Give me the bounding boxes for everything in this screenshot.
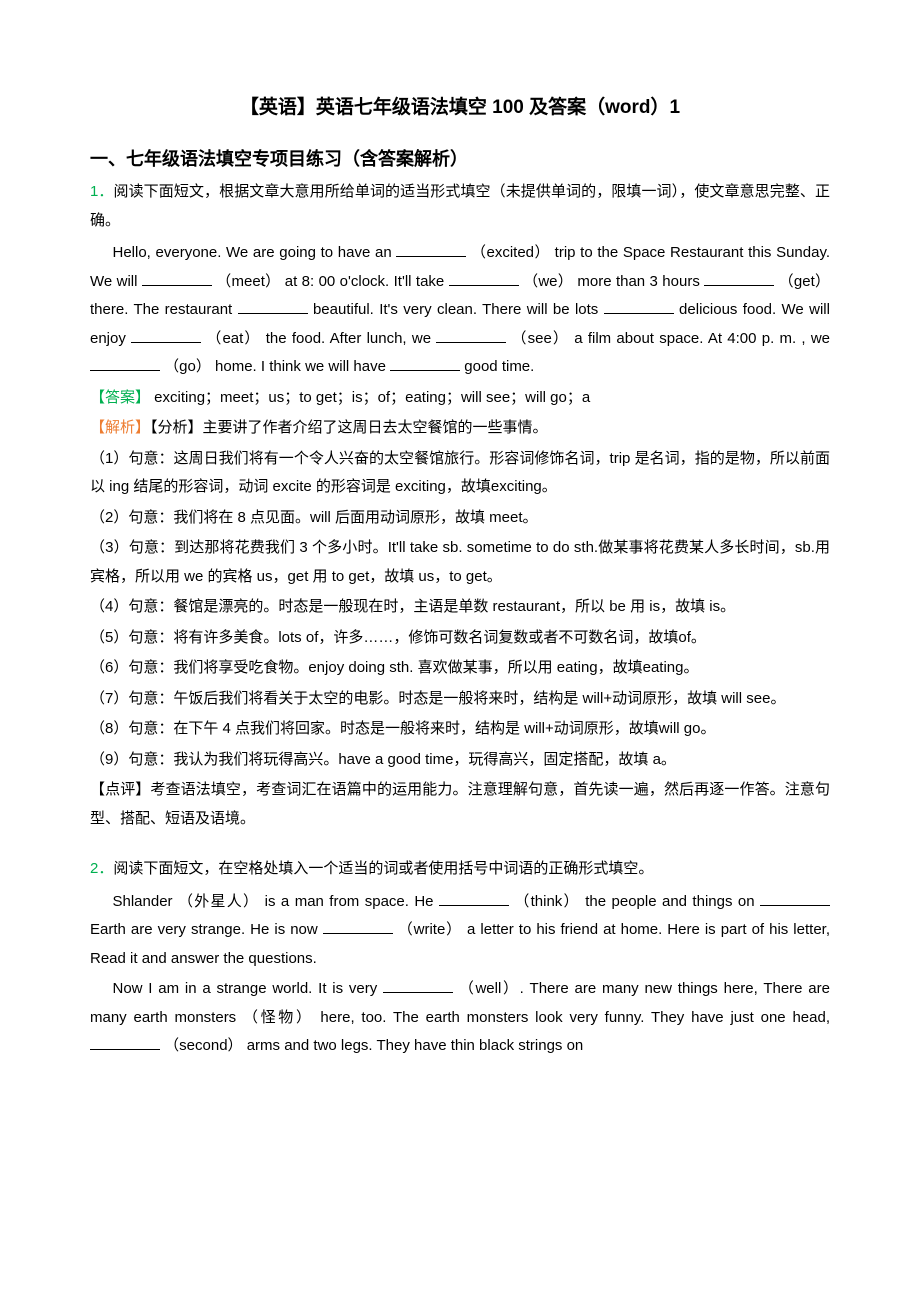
analysis-intro-text: 【分析】主要讲了作者介绍了这周日去太空餐馆的一些事情。 bbox=[150, 419, 548, 436]
q2-blank-2 bbox=[760, 891, 830, 906]
q2-intro: 2．阅读下面短文，在空格处填入一个适当的词或者使用括号中词语的正确形式填空。 bbox=[90, 855, 830, 884]
q1-text-6: beautiful. It's very clean. There will b… bbox=[308, 301, 604, 318]
q2-text-2: （think） the people and things on bbox=[509, 893, 760, 910]
q1-item-3: （3）句意：到达那将花费我们 3 个多小时。It'll take sb. som… bbox=[90, 534, 830, 591]
q1-text-1: Hello, everyone. We are going to have an bbox=[113, 244, 397, 261]
q1-intro-text: 阅读下面短文，根据文章大意用所给单词的适当形式填空（未提供单词的，限填一词），使… bbox=[90, 183, 830, 229]
q2-blank-5 bbox=[90, 1035, 160, 1050]
section-heading: 一、七年级语法填空专项目练习（含答案解析） bbox=[90, 142, 830, 176]
q1-text-4: （we） more than 3 hours bbox=[519, 273, 705, 290]
blank-1 bbox=[396, 242, 466, 257]
blank-8 bbox=[436, 328, 506, 343]
q1-item-7: （7）句意：午饭后我们将看关于太空的电影。时态是一般将来时，结构是 will+动… bbox=[90, 685, 830, 714]
blank-7 bbox=[131, 328, 201, 343]
q1-number: 1． bbox=[90, 183, 114, 200]
q1-analysis-intro: 【解析】【分析】主要讲了作者介绍了这周日去太空餐馆的一些事情。 bbox=[90, 414, 830, 443]
answer-text: exciting；meet；us；to get；is；of；eating；wil… bbox=[150, 389, 590, 406]
q1-text-10: （go） home. I think we will have bbox=[160, 358, 390, 375]
blank-4 bbox=[704, 271, 774, 286]
q1-text-8: （eat） the food. After lunch, we bbox=[201, 330, 436, 347]
q1-text-9: （see） a film about space. At 4:00 p. m. … bbox=[506, 330, 830, 347]
q2-passage-2: Now I am in a strange world. It is very … bbox=[90, 975, 830, 1061]
q1-item-1: （1）句意：这周日我们将有一个令人兴奋的太空餐馆旅行。形容词修饰名词，trip … bbox=[90, 445, 830, 502]
q2-number: 2． bbox=[90, 860, 113, 877]
blank-3 bbox=[449, 271, 519, 286]
q1-intro: 1．阅读下面短文，根据文章大意用所给单词的适当形式填空（未提供单词的，限填一词）… bbox=[90, 178, 830, 235]
q1-item-6: （6）句意：我们将享受吃食物。enjoy doing sth. 喜欢做某事，所以… bbox=[90, 654, 830, 683]
answer-label: 【答案】 bbox=[90, 389, 150, 406]
q2-blank-1 bbox=[439, 891, 509, 906]
page-title: 【英语】英语七年级语法填空 100 及答案（word）1 bbox=[90, 90, 830, 126]
analysis-label: 【解析】 bbox=[90, 419, 150, 436]
q1-text-3: （meet） at 8: 00 o'clock. It'll take bbox=[212, 273, 449, 290]
q1-passage: Hello, everyone. We are going to have an… bbox=[90, 239, 830, 382]
blank-5 bbox=[238, 299, 308, 314]
q1-answer: 【答案】 exciting；meet；us；to get；is；of；eatin… bbox=[90, 384, 830, 413]
q1-item-9: （9）句意：我认为我们将玩得高兴。have a good time，玩得高兴，固… bbox=[90, 746, 830, 775]
q1-item-8: （8）句意：在下午 4 点我们将回家。时态是一般将来时，结构是 will+动词原… bbox=[90, 715, 830, 744]
q2-text-3: Earth are very strange. He is now bbox=[90, 921, 323, 938]
q1-comment: 【点评】考查语法填空，考查词汇在语篇中的运用能力。注意理解句意，首先读一遍，然后… bbox=[90, 776, 830, 833]
blank-6 bbox=[604, 299, 674, 314]
q1-item-4: （4）句意：餐馆是漂亮的。时态是一般现在时，主语是单数 restaurant，所… bbox=[90, 593, 830, 622]
q1-item-5: （5）句意：将有许多美食。lots of，许多……，修饰可数名词复数或者不可数名… bbox=[90, 624, 830, 653]
q2-text-1: Shlander （外星人） is a man from space. He bbox=[113, 893, 439, 910]
q2-passage-1: Shlander （外星人） is a man from space. He （… bbox=[90, 888, 830, 974]
q1-item-2: （2）句意：我们将在 8 点见面。will 后面用动词原形，故填 meet。 bbox=[90, 504, 830, 533]
q1-text-11: good time. bbox=[460, 358, 534, 375]
q2-blank-3 bbox=[323, 919, 393, 934]
q2-text-7: （second） arms and two legs. They have th… bbox=[160, 1037, 583, 1054]
q2-intro-text: 阅读下面短文，在空格处填入一个适当的词或者使用括号中词语的正确形式填空。 bbox=[113, 860, 653, 877]
blank-2 bbox=[142, 271, 212, 286]
q2-text-5: Now I am in a strange world. It is very bbox=[113, 980, 384, 997]
blank-9 bbox=[90, 356, 160, 371]
blank-10 bbox=[390, 356, 460, 371]
q2-blank-4 bbox=[383, 978, 453, 993]
